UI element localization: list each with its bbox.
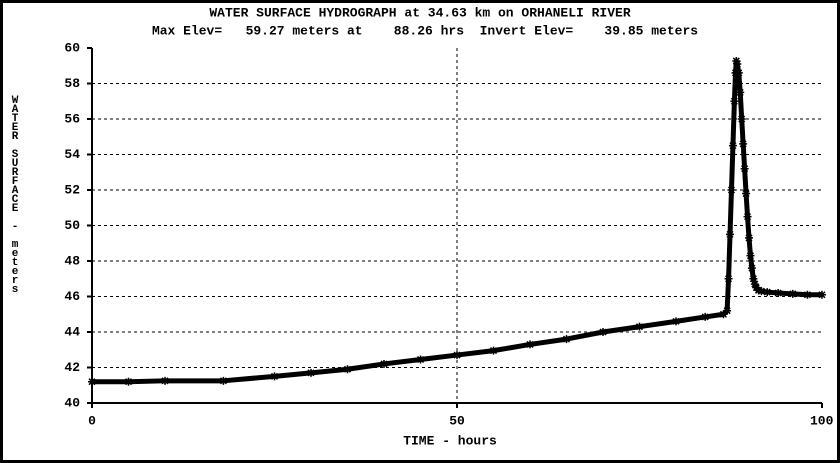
point-marker: [219, 376, 228, 385]
point-marker: [788, 289, 797, 298]
point-marker: [635, 322, 644, 331]
chart-subtitle: Max Elev= 59.27 meters at 88.26 hrs Inve…: [152, 23, 698, 38]
point-marker: [803, 290, 812, 299]
y-tick-label: 40: [64, 395, 80, 410]
y-tick-label: 50: [64, 218, 80, 233]
point-marker: [526, 340, 534, 349]
y-axis-label: WATER SURFACE - meters: [9, 95, 21, 293]
point-marker: [307, 368, 315, 377]
point-marker: [489, 346, 498, 355]
point-marker: [719, 310, 728, 319]
point-marker: [733, 59, 742, 68]
point-marker: [728, 141, 737, 150]
y-tick-label: 42: [64, 360, 80, 375]
chart-title: WATER SURFACE HYDROGRAPH at 34.63 km on …: [209, 5, 630, 20]
point-marker: [727, 186, 736, 194]
point-marker: [734, 68, 743, 77]
point-marker: [88, 377, 96, 386]
point-marker: [124, 377, 133, 386]
point-marker: [562, 335, 571, 344]
y-tick-label: 58: [64, 76, 80, 91]
point-marker: [453, 351, 461, 360]
point-marker: [161, 376, 169, 385]
point-marker: [599, 328, 607, 336]
point-marker: [757, 287, 766, 296]
point-marker: [742, 189, 751, 198]
point-marker: [745, 233, 753, 242]
x-tick-label: 100: [810, 413, 834, 428]
point-marker: [416, 355, 425, 364]
point-marker: [739, 139, 748, 148]
point-marker: [380, 359, 388, 368]
y-tick-label: 48: [64, 253, 80, 268]
point-marker: [754, 286, 763, 295]
point-marker: [736, 88, 745, 97]
x-axis-label: TIME - hours: [403, 433, 497, 448]
point-marker: [740, 164, 749, 173]
point-marker: [732, 56, 741, 65]
x-tick-label: 50: [449, 413, 465, 428]
point-marker: [746, 251, 755, 260]
point-marker: [726, 230, 735, 239]
point-marker: [701, 312, 710, 321]
point-marker: [343, 365, 352, 374]
y-tick-label: 54: [64, 147, 80, 162]
point-marker: [750, 280, 759, 289]
point-marker: [737, 115, 746, 123]
y-tick-label: 60: [64, 40, 80, 55]
point-marker: [672, 317, 680, 326]
point-marker: [763, 288, 772, 297]
y-tick-label: 46: [64, 289, 80, 304]
point-marker: [747, 264, 756, 273]
y-tick-label: 56: [64, 111, 80, 126]
point-marker: [774, 288, 783, 297]
y-tick-label: 44: [64, 324, 80, 339]
point-marker: [270, 372, 279, 381]
point-marker: [723, 306, 732, 315]
point-marker: [730, 97, 739, 106]
point-marker: [724, 274, 733, 283]
x-tick-label: 0: [88, 413, 96, 428]
point-marker: [749, 274, 758, 283]
point-marker: [743, 212, 752, 221]
point-marker: [818, 290, 826, 299]
y-tick-label: 52: [64, 182, 80, 197]
